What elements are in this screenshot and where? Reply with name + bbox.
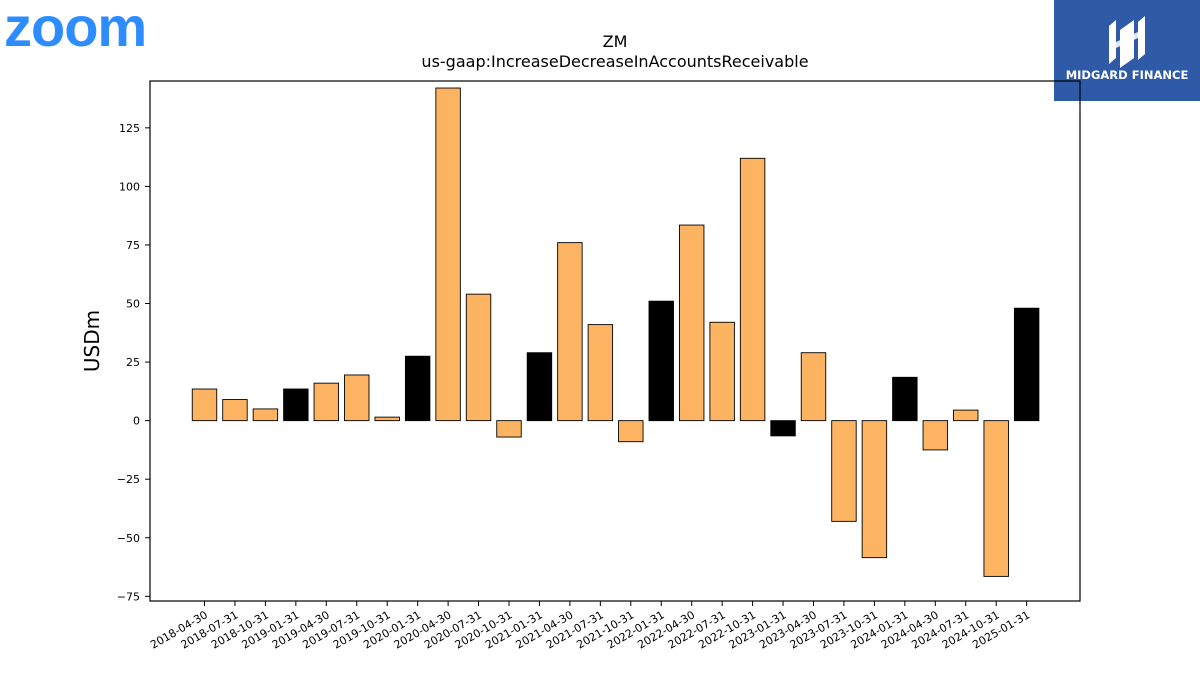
bar-2021-04-30	[557, 242, 583, 422]
bar-2021-07-31	[587, 324, 614, 422]
bar-2020-01-31	[404, 355, 431, 422]
bar-series	[191, 87, 1040, 577]
y-tick-label: 75	[126, 239, 140, 252]
bar-2021-10-31	[618, 420, 644, 443]
bar-2020-07-31	[465, 293, 492, 422]
bar-2023-01-31	[770, 420, 796, 437]
bar-2022-10-31	[739, 157, 766, 422]
bar-2018-07-31	[222, 399, 248, 422]
y-tick-label: −75	[117, 590, 140, 603]
midgard-brand-text: MIDGARD FINANCE	[1065, 68, 1189, 82]
bar-2019-04-30	[313, 382, 339, 422]
y-tick-label: 125	[119, 122, 140, 135]
bar-2025-01-31	[1013, 307, 1040, 422]
bar-2023-07-31	[831, 420, 857, 522]
zoom-logo: zoom	[4, 0, 147, 58]
bar-2023-10-31	[861, 420, 888, 559]
bar-2024-01-31	[892, 376, 918, 422]
bar-2024-10-31	[983, 420, 1009, 577]
bar-2018-10-31	[252, 408, 279, 422]
y-axis: −75 −50 −25 0 25 50 75 100 125	[117, 122, 150, 603]
y-axis-label: USDm	[80, 310, 104, 372]
bar-2022-07-31	[709, 321, 735, 422]
y-tick-label: 100	[119, 180, 140, 193]
y-tick-label: −50	[117, 532, 140, 545]
midgard-finance-logo: MIDGARD FINANCE	[1054, 0, 1200, 101]
y-tick-label: 50	[126, 298, 140, 311]
x-axis: 2018-04-302018-07-312018-10-312019-01-31…	[148, 601, 1032, 652]
bar-2021-01-31	[526, 352, 553, 422]
bar-2022-04-30	[679, 224, 705, 422]
bar-2022-01-31	[648, 300, 674, 422]
bar-2018-04-30	[191, 388, 218, 422]
bar-2019-01-31	[283, 388, 309, 422]
bar-2019-10-31	[374, 416, 400, 422]
bar-2024-04-30	[922, 420, 948, 451]
plot-frame	[149, 80, 1081, 602]
midgard-mark-icon	[1109, 16, 1145, 68]
bar-2023-04-30	[800, 352, 827, 422]
y-tick-label: 25	[126, 356, 140, 369]
bar-2024-07-31	[953, 409, 979, 422]
y-tick-label: −25	[117, 473, 140, 486]
bar-2020-10-31	[496, 420, 522, 438]
bar-2020-04-30	[435, 87, 461, 422]
chart-title: ZM	[602, 32, 628, 51]
bar-2019-07-31	[344, 374, 370, 422]
y-tick-label: 0	[133, 415, 140, 428]
chart-subtitle: us-gaap:IncreaseDecreaseInAccountsReceiv…	[421, 52, 809, 71]
